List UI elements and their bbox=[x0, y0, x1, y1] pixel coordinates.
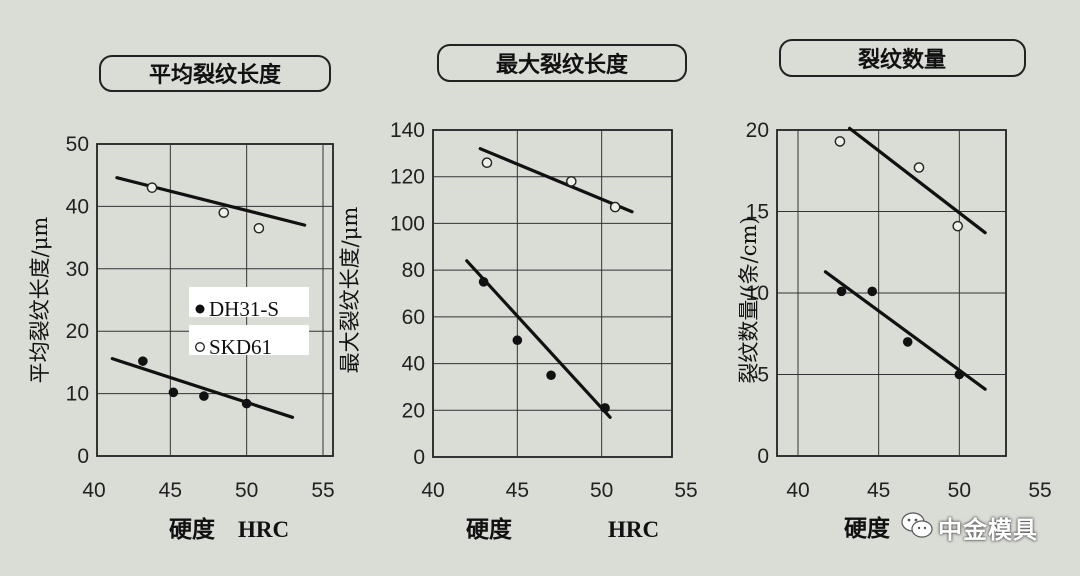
x-tick-label: 45 bbox=[867, 479, 890, 502]
chart-title-box bbox=[99, 55, 331, 92]
data-point-filled bbox=[199, 391, 209, 401]
data-point-filled bbox=[168, 387, 179, 398]
data-point-open bbox=[146, 182, 158, 193]
y-tick-label: 40 bbox=[66, 195, 89, 218]
trend-line-filled bbox=[110, 357, 295, 419]
trend-line-filled bbox=[465, 259, 612, 419]
x-axis-label: 硬度 bbox=[844, 515, 891, 542]
y-tick-label: 10 bbox=[746, 282, 769, 305]
data-point-open bbox=[952, 220, 964, 232]
legend: DH31-S SKD61 bbox=[189, 287, 309, 359]
chart-title-box bbox=[779, 39, 1026, 77]
chart-panel-2: 最大裂纹长度 40 45 50 55 0 20 40 60 80 100 120 140 最大裂纹长度/μ… bbox=[338, 44, 698, 543]
data-point-filled bbox=[512, 335, 523, 346]
y-tick-label: 0 bbox=[413, 446, 425, 469]
chart-panel-3: 裂纹数量 40 45 50 55 0 5 10 15 20 裂纹数量/(条/cm) 硬度 bbox=[737, 39, 1052, 542]
data-point-filled bbox=[902, 337, 913, 347]
trend-line-filled bbox=[823, 270, 987, 391]
legend-label: SKD61 bbox=[209, 335, 272, 359]
data-point-open bbox=[566, 176, 577, 187]
data-point-open bbox=[218, 207, 230, 218]
y-tick-label: 0 bbox=[757, 445, 769, 468]
x-tick-label: 55 bbox=[674, 479, 697, 502]
y-axis-label: 裂纹数量/(条/cm) bbox=[737, 216, 761, 383]
x-tick-label: 50 bbox=[590, 479, 613, 502]
y-tick-label: 140 bbox=[390, 119, 425, 142]
data-point-filled bbox=[867, 286, 878, 297]
x-axis-label: 硬度 bbox=[466, 516, 513, 543]
y-tick-label: 20 bbox=[746, 119, 769, 142]
legend-label: DH31-S bbox=[209, 297, 279, 321]
data-point-open bbox=[834, 136, 846, 147]
x-tick-label: 40 bbox=[421, 479, 444, 502]
y-tick-label: 10 bbox=[66, 383, 89, 406]
trend-line-open bbox=[478, 147, 634, 214]
x-axis-unit: HRC bbox=[608, 517, 659, 542]
legend-bg bbox=[189, 325, 309, 355]
x-tick-label: 55 bbox=[311, 479, 334, 502]
data-point-filled bbox=[546, 370, 556, 381]
y-tick-label: 15 bbox=[746, 201, 769, 224]
trend-line-open bbox=[115, 176, 307, 227]
y-tick-label: 100 bbox=[390, 212, 425, 235]
y-tick-label: 0 bbox=[77, 445, 89, 468]
data-point-filled bbox=[836, 286, 847, 297]
plot-frame bbox=[96, 143, 334, 457]
y-tick-label: 20 bbox=[402, 399, 425, 422]
x-tick-label: 40 bbox=[82, 479, 105, 502]
x-tick-label: 45 bbox=[159, 479, 182, 502]
x-tick-label: 45 bbox=[506, 479, 529, 502]
watermark: 中金模具 bbox=[900, 508, 1070, 544]
x-axis-unit: HRC bbox=[238, 517, 289, 542]
plot-frame bbox=[432, 129, 673, 458]
chart-title: 裂纹数量 bbox=[858, 47, 946, 73]
data-point-open bbox=[481, 157, 493, 168]
y-axis-label: 最大裂纹长度/μm bbox=[338, 207, 362, 374]
x-axis-label: 硬度 bbox=[169, 516, 216, 543]
legend-marker-open bbox=[195, 342, 205, 352]
data-point-filled bbox=[138, 356, 148, 366]
y-tick-label: 20 bbox=[66, 320, 89, 343]
y-tick-label: 60 bbox=[402, 306, 425, 329]
chart-title: 最大裂纹长度 bbox=[496, 52, 629, 78]
data-point-open bbox=[913, 162, 925, 173]
y-tick-label: 30 bbox=[66, 258, 89, 281]
y-tick-label: 120 bbox=[390, 166, 425, 189]
watermark-text: 中金模具 bbox=[938, 516, 1038, 544]
data-point-open bbox=[253, 222, 265, 234]
chart-title: 平均裂纹长度 bbox=[149, 62, 282, 88]
data-point-filled bbox=[478, 277, 489, 287]
chart-title-box bbox=[437, 44, 687, 82]
y-tick-label: 5 bbox=[757, 364, 769, 387]
y-tick-label: 80 bbox=[402, 259, 425, 282]
y-axis-label: 平均裂纹长度/μm bbox=[28, 217, 52, 384]
y-tick-label: 50 bbox=[66, 133, 89, 156]
legend-bg bbox=[189, 287, 309, 317]
y-tick-label: 40 bbox=[402, 353, 425, 376]
wechat-icon bbox=[901, 512, 933, 538]
legend-marker-filled bbox=[195, 304, 205, 314]
data-point-filled bbox=[600, 403, 610, 413]
x-tick-label: 40 bbox=[786, 479, 809, 502]
x-tick-label: 50 bbox=[235, 479, 258, 502]
data-point-open bbox=[609, 201, 621, 213]
x-tick-label: 55 bbox=[1028, 479, 1051, 502]
x-tick-label: 50 bbox=[948, 479, 971, 502]
chart-panel-1: 平均裂纹长度 40 45 50 55 0 10 20 30 40 50 平均裂纹长度/μm 硬度 HRC D… bbox=[28, 55, 335, 543]
trend-line-open bbox=[848, 126, 987, 235]
data-point-filled bbox=[954, 369, 965, 380]
data-point-filled bbox=[241, 398, 252, 409]
